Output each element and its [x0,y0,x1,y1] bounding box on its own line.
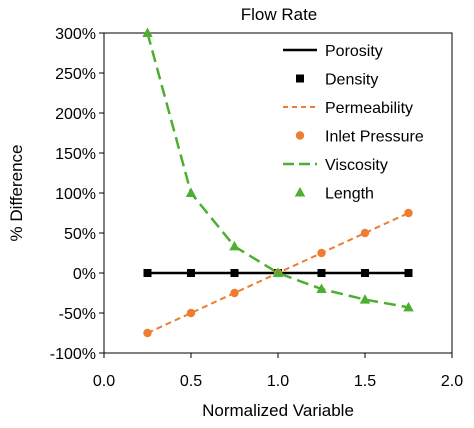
marker-inlet_pressure [317,248,326,258]
legend-swatch-inlet_pressure [295,131,305,140]
marker-length [142,27,153,37]
marker-density [143,269,152,277]
y-tick-label: 100% [55,186,96,203]
marker-inlet_pressure [360,228,370,238]
marker-density [187,269,195,277]
legend-swatch-length [294,187,306,197]
marker-length [229,240,240,251]
marker-length [316,283,327,293]
marker-length [359,294,371,304]
legend-swatch-density [296,74,304,83]
chart-title: Flow Rate [241,5,318,24]
legend-label-permeability: Permeability [325,100,413,117]
marker-density [404,269,413,277]
y-tick-labels: 300% 250% 200% 150% 100% 50% 0% -50% -100% [50,26,96,363]
y-axis-title: % Difference [7,144,26,241]
x-tick-label: 1.5 [354,373,376,390]
marker-length [272,267,284,277]
marker-density [361,269,369,277]
x-ticks [103,353,453,358]
x-tick-label: 2.0 [441,373,463,390]
x-tick-label: 0.0 [93,373,115,390]
marker-inlet_pressure [230,288,239,298]
y-tick-label: -50% [59,306,96,323]
marker-density [317,269,326,277]
marker-length [403,301,414,312]
legend-label-density: Density [325,72,378,89]
x-tick-label: 0.5 [180,373,202,390]
y-tick-label: 150% [55,146,96,163]
marker-length [185,187,197,197]
marker-inlet_pressure [186,308,196,318]
plot-area: 0.0 0.5 1.0 1.5 2.0 300% 250% 200% 150% 100% 50% 0… [50,26,463,390]
y-ticks [99,32,104,354]
legend-label-viscosity: Viscosity [325,157,388,174]
y-tick-label: 50% [64,226,96,243]
x-tick-label: 1.0 [267,373,289,390]
legend-label-inlet_pressure: Inlet Pressure [325,129,424,146]
y-tick-label: 0% [73,266,96,283]
y-tick-label: 300% [55,26,96,43]
marker-inlet_pressure [404,208,413,218]
x-tick-labels: 0.0 0.5 1.0 1.5 2.0 [93,373,463,390]
legend-label-porosity: Porosity [325,43,383,60]
y-tick-label: 200% [55,106,96,123]
x-axis-title: Normalized Variable [202,401,354,420]
marker-inlet_pressure [143,328,152,338]
y-tick-label: 250% [55,66,96,83]
marker-density [230,269,239,277]
y-tick-label: -100% [50,346,96,363]
legend: Porosity Density Permeability Inlet Pressur… [283,43,424,203]
legend-label-length: Length [325,186,374,203]
series-layer [142,27,414,338]
plot-frame [103,32,453,354]
